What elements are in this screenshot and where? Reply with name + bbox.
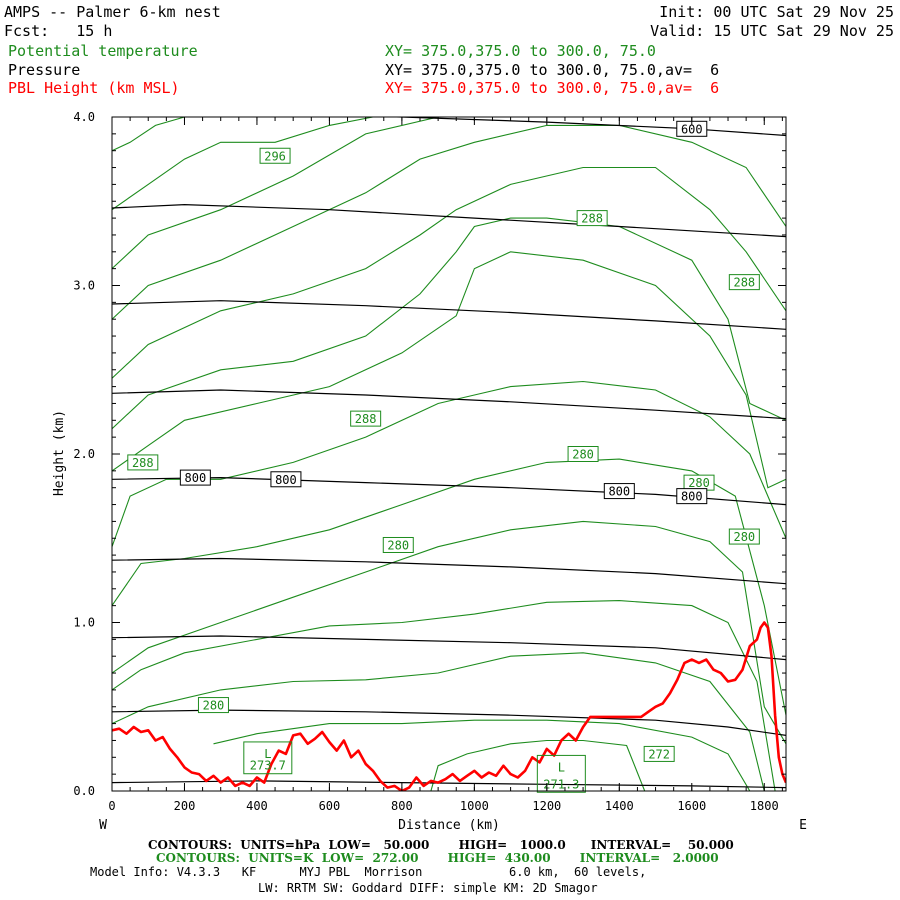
x-tick-label-5: 1000 (460, 799, 489, 813)
x-tick-label-2: 400 (246, 799, 268, 813)
legend-pbl-xy: XY= 375.0,375.0 to 300.0, 75.0,av= 6 (385, 79, 720, 97)
pressure-label-0: 600 (681, 122, 703, 136)
theta-contour-296-k (112, 117, 374, 211)
theta-label-3-box (350, 410, 382, 427)
endpoint-west: W (99, 818, 107, 833)
x-tick-label-1: 200 (174, 799, 196, 813)
extrema-label-1: 271.3 (543, 777, 579, 791)
theta-contour-276-k (112, 652, 765, 791)
theta-contour-278-k (112, 600, 776, 791)
legend-theta-name: Potential temperature (8, 42, 198, 60)
theta-label-10: 272 (648, 747, 670, 761)
theta-contour-292-k (112, 124, 786, 320)
init-time: Init: 00 UTC Sat 29 Nov 25 (659, 3, 894, 21)
pressure-label-3: 800 (608, 485, 630, 499)
pressure-label-4: 800 (681, 490, 703, 504)
theta-label-1: 288 (581, 212, 603, 226)
legend-pressure-name: Pressure (8, 61, 81, 79)
footer-model-info-2: LW: RRTM SW: Goddard DIFF: simple KM: 2D… (258, 881, 598, 895)
pressure-label-2: 800 (275, 473, 297, 487)
footer-theta-contours: CONTOURS: UNITS=K LOW= 272.00 HIGH= 430.… (156, 851, 719, 865)
valid-time: Valid: 15 UTC Sat 29 Nov 25 (650, 22, 894, 40)
pressure-label-2-box (270, 471, 302, 488)
pressure-contour-700-hpa (112, 300, 786, 330)
y-tick-label-1: 1.0 (73, 616, 95, 630)
y-tick-label-0: 0.0 (73, 784, 95, 798)
pressure-label-1-box (179, 469, 211, 486)
theta-label-8: 280 (387, 538, 409, 552)
contour-labels: 296 288 288 288 288 280 280 280 280 280 272 600 800 8… (127, 120, 760, 793)
theta-label-5: 280 (572, 448, 594, 462)
theta-label-5-box (567, 446, 599, 462)
legend-pressure-xy: XY= 375.0,375.0 to 300.0, 75.0,av= 6 (385, 61, 720, 79)
y-tick-label-4: 4.0 (73, 110, 95, 124)
theta-contour-288-k (112, 217, 786, 430)
theta-contour-280-k (112, 520, 786, 745)
y-tick-label-3: 3.0 (73, 279, 95, 293)
theta-contour-294-k (112, 117, 493, 270)
pressure-contour-850-hpa (112, 557, 786, 585)
theta-contour-284-k (112, 380, 786, 547)
x-tick-label-8: 1600 (677, 799, 706, 813)
x-axis-label: Distance (km) (398, 818, 500, 833)
theta-contour-274-k (213, 719, 751, 791)
x-tick-label-4: 800 (391, 799, 413, 813)
legend-theta-xy: XY= 375.0,375.0 to 300.0, 75.0 (385, 42, 656, 60)
pbl-height-line (112, 621, 786, 791)
theta-label-7: 280 (733, 530, 755, 544)
pbl-height-series (112, 621, 786, 791)
theta-label-0: 296 (264, 149, 286, 163)
theta-label-10-box (643, 745, 675, 762)
endpoint-east: E (799, 818, 807, 833)
pressure-label-4-box (676, 488, 708, 505)
x-tick-label-7: 1400 (605, 799, 634, 813)
theta-label-3: 288 (355, 412, 377, 426)
forecast-hour: Fcst: 15 h (4, 22, 113, 40)
theta-contour-286-k (112, 251, 786, 489)
chart-header-title: AMPS -- Palmer 6-km nest (4, 3, 221, 21)
x-tick-label-6: 1200 (532, 799, 561, 813)
theta-label-9-box (197, 697, 229, 714)
x-tick-label-9: 1800 (750, 799, 779, 813)
theta-label-2-box (728, 274, 760, 291)
theta-label-1-box (576, 210, 608, 227)
theta-label-2: 288 (733, 276, 755, 290)
extrema-label-2: L (264, 747, 271, 761)
extrema-label-3: 273.7 (250, 759, 286, 773)
theta-contour-298-k (112, 117, 265, 152)
y-axis-label: Height (km) (52, 410, 67, 496)
pressure-label-3-box (603, 483, 635, 500)
extrema-low-1-box (536, 754, 586, 793)
pressure-contour-650-hpa (112, 203, 786, 238)
extrema-low-2-box (243, 741, 293, 775)
pressure-label-1: 800 (185, 471, 207, 485)
theta-contour-272-k (430, 739, 646, 791)
theta-label-9: 280 (203, 699, 225, 713)
theta-contour-290-k (112, 166, 786, 379)
theta-contours (112, 117, 786, 791)
theta-label-8-box (382, 536, 414, 553)
y-tick-label-2: 2.0 (73, 447, 95, 461)
x-tick-label-0: 0 (108, 799, 115, 813)
x-tick-label-3: 600 (319, 799, 341, 813)
plot-frame (111, 116, 787, 792)
theta-label-7-box (728, 528, 760, 545)
pressure-contours (112, 117, 786, 789)
pressure-contour-900-hpa (112, 635, 786, 661)
theta-label-4: 288 (132, 456, 154, 470)
extrema-label-0: L (558, 760, 565, 774)
pressure-contour-750-hpa (112, 389, 786, 420)
pressure-contour-950-hpa (112, 709, 786, 736)
footer-pressure-contours: CONTOURS: UNITS=hPa LOW= 50.000 HIGH= 10… (148, 838, 734, 852)
theta-label-0-box (259, 147, 291, 164)
theta-label-6: 280 (688, 476, 710, 490)
pressure-contour-1000-hpa (112, 780, 786, 789)
axes: 0 200 400 600 800 1000 1200 1400 1600 1800 0.0 1.0 2… (73, 110, 786, 813)
theta-label-4-box (127, 454, 159, 471)
footer-model-info: Model Info: V4.3.3 KF MYJ PBL Morrison 6… (90, 865, 647, 879)
legend-pbl-name: PBL Height (km MSL) (8, 79, 180, 97)
